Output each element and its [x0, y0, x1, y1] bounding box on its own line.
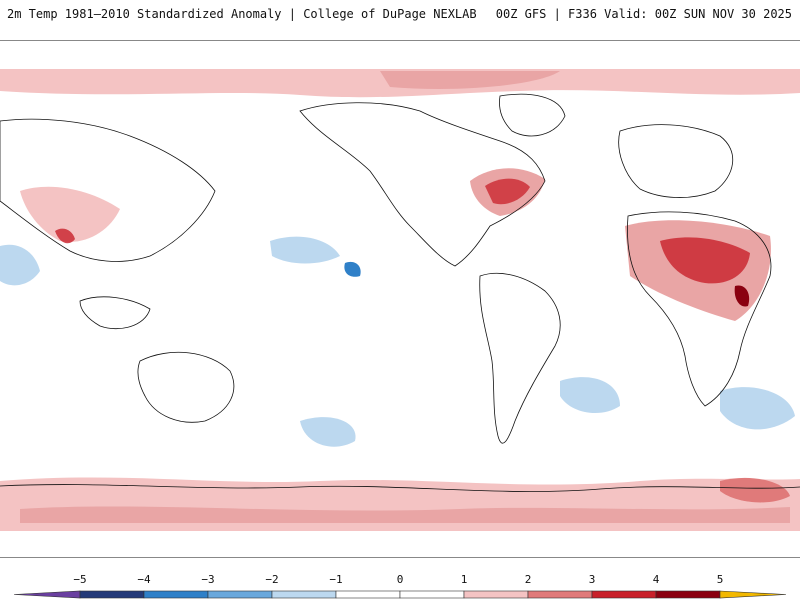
south-america-outline: [479, 272, 561, 444]
colorbar-segment: [335, 590, 401, 599]
colorbar-tick-labels: −5 −4 −3 −2 −1 0 1 2 3 4 5: [73, 573, 723, 598]
anomaly-pacific-cold-spot: [344, 261, 361, 277]
anomaly-arctic-warm-core: [380, 71, 560, 90]
colorbar-tick-label: −1: [329, 573, 342, 586]
colorbar-segment: [399, 590, 465, 599]
anomaly-central-pacific-cool: [270, 236, 340, 264]
header: 2m Temp 1981–2010 Standardized Anomaly |…: [0, 0, 800, 40]
colorbar-tick-label: −5: [73, 573, 86, 586]
colorbar-tick-label: −4: [137, 573, 151, 586]
anomaly-antarctic-east-warm: [720, 477, 790, 503]
colorbar-segment: [463, 590, 529, 599]
ocean-background: [0, 41, 800, 557]
europe-outline: [618, 124, 734, 198]
australia-outline: [137, 351, 235, 423]
maritime-se-asia-outline: [79, 296, 151, 330]
anomaly-india-cool: [0, 244, 40, 286]
anomaly-south-asia-warm: [20, 186, 120, 242]
anomaly-east-us-strong: [485, 178, 530, 205]
colorbar-tick-label: 2: [525, 573, 532, 586]
colorbar: −5 −4 −3 −2 −1 0 1 2 3 4 5: [0, 562, 800, 600]
colorbar-segment: [527, 590, 593, 599]
anomaly-south-atlantic-cool: [560, 377, 620, 414]
colorbar-tick-label: 5: [717, 573, 724, 586]
anomaly-himalaya-strong: [55, 228, 75, 244]
asia-outline: [0, 118, 216, 262]
north-america-outline: [299, 102, 546, 267]
colorbar-segment: [655, 590, 721, 599]
colorbar-segment: [143, 590, 209, 599]
colorbar-segments: [13, 590, 787, 599]
colorbar-segment: [13, 590, 81, 599]
colorbar-segment: [719, 590, 787, 599]
coastlines: [0, 93, 800, 492]
colorbar-segment: [591, 590, 657, 599]
anomaly-antarctic-core: [20, 506, 790, 523]
map-canvas: [0, 41, 800, 557]
anomaly-south-africa-cool: [720, 387, 795, 430]
greenland-outline: [499, 93, 566, 137]
colorbar-tick-label: 3: [589, 573, 596, 586]
colorbar-tick-label: 1: [461, 573, 468, 586]
anomaly-south-pacific-cool: [300, 417, 356, 447]
anomaly-africa-strong: [660, 237, 750, 284]
colorbar-tick-label: 4: [653, 573, 660, 586]
colorbar-segment: [79, 590, 145, 599]
map-title: 2m Temp 1981–2010 Standardized Anomaly |…: [7, 7, 477, 21]
colorbar-tick-label: −3: [201, 573, 214, 586]
africa-outline: [627, 211, 772, 407]
colorbar-segment: [271, 590, 337, 599]
anomaly-map: [0, 40, 800, 558]
model-valid-time: 00Z GFS | F336 Valid: 00Z SUN NOV 30 202…: [495, 7, 792, 21]
colorbar-canvas: −5 −4 −3 −2 −1 0 1 2 3 4 5: [13, 573, 787, 599]
colorbar-tick-label: −2: [265, 573, 278, 586]
antarctica-outline: [0, 484, 800, 492]
colorbar-segment: [207, 590, 273, 599]
colorbar-tick-label: 0: [397, 573, 404, 586]
anomaly-east-africa-strong: [734, 285, 750, 307]
